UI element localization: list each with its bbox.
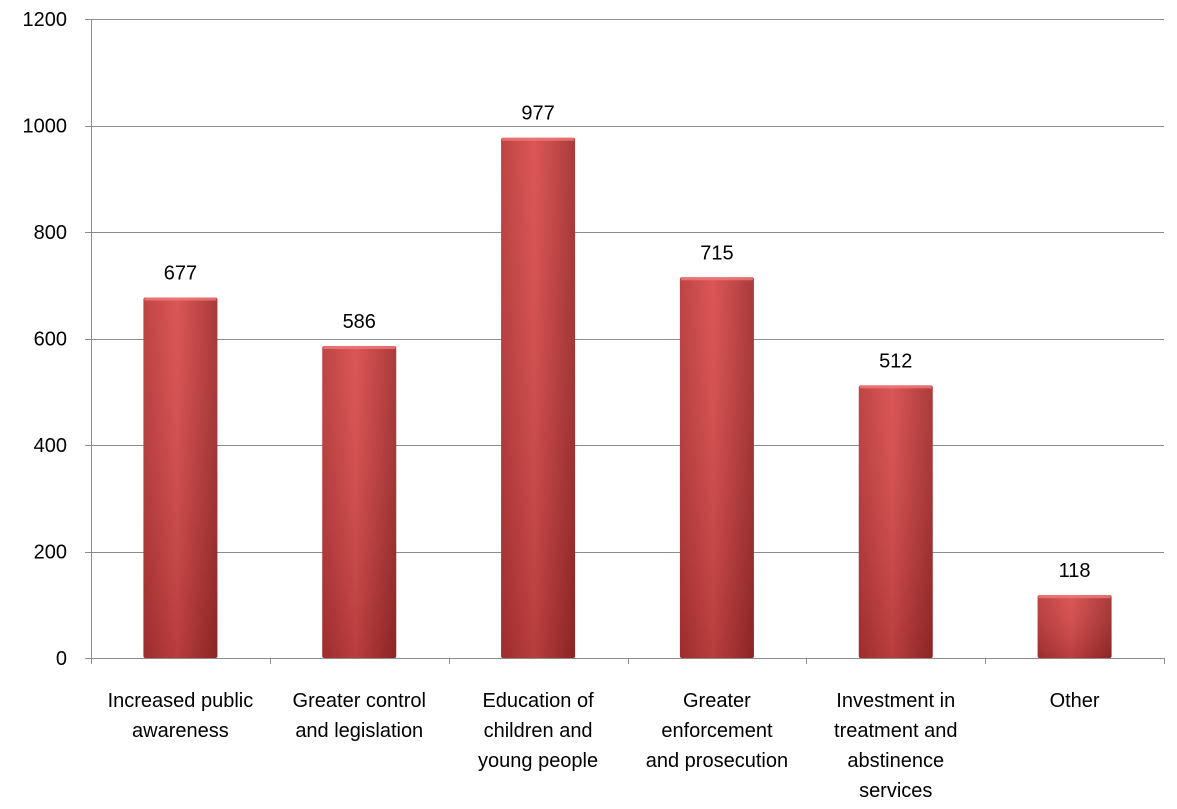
x-tick-label: Education of children and young people (478, 690, 598, 772)
x-tick-label-line: Investment in (836, 690, 955, 712)
y-tick-label: 400 (34, 435, 67, 457)
x-tick-label-line: treatment and (834, 720, 957, 742)
data-label: 118 (1059, 560, 1091, 582)
x-tick-label-line: Increased public (108, 690, 254, 712)
y-tick-label: 0 (56, 648, 67, 670)
bar-shade (679, 277, 754, 658)
bar-shade (858, 385, 933, 658)
data-label: 677 (164, 262, 197, 284)
x-tick-label-line: and prosecution (646, 750, 788, 772)
x-tick-label-line: awareness (132, 720, 229, 742)
x-tick-label-line: young people (478, 750, 598, 772)
y-tick-label: 600 (34, 329, 67, 351)
x-tick-label-line: Education of (482, 690, 594, 712)
bar-shade (1037, 595, 1112, 658)
labels: 0 200 400 600 800 1000 1200 677 Increased public… (23, 9, 1100, 802)
bar-top-highlight (323, 345, 396, 349)
bar-top-highlight (1038, 595, 1111, 599)
x-tick-label-line: and legislation (295, 720, 423, 742)
bar-shade (143, 297, 218, 658)
x-tick-label-line: abstinence (847, 750, 944, 772)
axes (85, 19, 1165, 664)
y-tick-label: 1200 (23, 9, 68, 31)
x-tick-label-line: enforcement (661, 720, 773, 742)
bar-top-highlight (680, 277, 753, 281)
x-tick-label-line: services (859, 780, 932, 802)
x-tick-label: Other (1050, 690, 1100, 712)
x-tick-label: Greater control and legislation (293, 690, 426, 742)
x-tick-label: Greater enforcement and prosecution (646, 690, 788, 772)
x-tick-label: Investment in treatment and abstinence serv… (834, 690, 957, 802)
bar-top-highlight (502, 137, 575, 141)
data-label: 586 (343, 311, 376, 333)
x-tick-label-line: children and (484, 720, 593, 742)
bar-top-highlight (859, 385, 932, 389)
y-tick-label: 800 (34, 222, 67, 244)
x-tick-label-line: Other (1050, 690, 1100, 712)
data-label: 715 (700, 242, 733, 264)
bar-top-highlight (144, 297, 217, 301)
x-tick-label-line: Greater control (293, 690, 426, 712)
x-tick-label-line: Greater (683, 690, 751, 712)
bars (143, 137, 1112, 658)
gridlines (91, 19, 1164, 553)
x-tick-label: Increased public awareness (108, 690, 254, 742)
y-tick-label: 1000 (23, 116, 68, 138)
bar-shade (322, 345, 397, 658)
y-tick-label: 200 (34, 542, 67, 564)
data-label: 977 (521, 103, 554, 125)
bar-shade (501, 137, 576, 658)
data-label: 512 (879, 350, 912, 372)
